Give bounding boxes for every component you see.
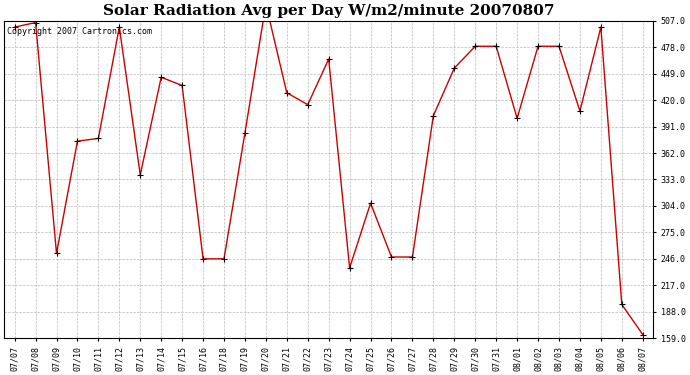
Title: Solar Radiation Avg per Day W/m2/minute 20070807: Solar Radiation Avg per Day W/m2/minute … xyxy=(103,4,555,18)
Text: Copyright 2007 Cartronics.com: Copyright 2007 Cartronics.com xyxy=(8,27,152,36)
